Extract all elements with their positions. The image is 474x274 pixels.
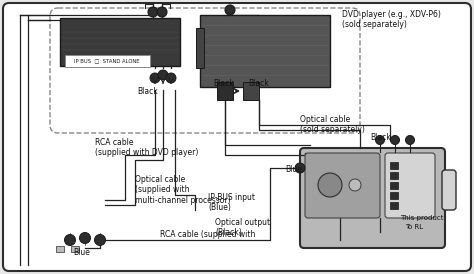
Circle shape: [80, 233, 91, 244]
Bar: [196, 28, 204, 68]
Circle shape: [318, 173, 342, 197]
Bar: [390, 182, 398, 189]
Bar: [60, 18, 180, 66]
Bar: [71, 246, 79, 252]
Text: Optical cable
(supplied with
multi-channel processor): Optical cable (supplied with multi-chann…: [135, 175, 231, 205]
Circle shape: [148, 7, 158, 17]
Bar: [390, 192, 398, 199]
Bar: [65, 55, 150, 67]
Circle shape: [405, 136, 414, 144]
Bar: [217, 82, 233, 100]
Text: Black: Black: [137, 87, 158, 96]
FancyBboxPatch shape: [50, 8, 360, 133]
Text: This product: This product: [400, 215, 444, 221]
Bar: [390, 162, 398, 169]
Text: IP-BUS input
(Blue): IP-BUS input (Blue): [208, 193, 255, 212]
Text: Black: Black: [248, 79, 269, 88]
Text: Black: Black: [370, 133, 391, 142]
FancyBboxPatch shape: [3, 3, 471, 271]
Text: Optical output
(Black): Optical output (Black): [215, 218, 270, 237]
Circle shape: [375, 136, 384, 144]
Text: IP BUS  □  STAND ALONE: IP BUS □ STAND ALONE: [74, 59, 140, 64]
FancyBboxPatch shape: [385, 153, 435, 218]
Text: RCA cable
(supplied with DVD player): RCA cable (supplied with DVD player): [95, 138, 199, 157]
Text: Black: Black: [213, 79, 234, 88]
Circle shape: [150, 73, 160, 83]
Bar: [390, 202, 398, 209]
Bar: [56, 246, 64, 252]
Circle shape: [157, 7, 167, 17]
Circle shape: [94, 235, 106, 246]
Circle shape: [349, 179, 361, 191]
FancyBboxPatch shape: [305, 153, 380, 218]
Circle shape: [158, 70, 168, 80]
Circle shape: [64, 235, 75, 246]
Circle shape: [166, 73, 176, 83]
Bar: [243, 82, 259, 100]
Text: Optical cable
(sold separately): Optical cable (sold separately): [300, 115, 365, 135]
Circle shape: [295, 163, 305, 173]
Bar: [200, 15, 330, 87]
Text: To RL: To RL: [405, 224, 423, 230]
FancyBboxPatch shape: [300, 148, 445, 248]
Text: RCA cable (supplied with: RCA cable (supplied with: [160, 230, 255, 239]
Bar: [390, 172, 398, 179]
FancyBboxPatch shape: [442, 170, 456, 210]
Circle shape: [225, 5, 235, 15]
Text: Blue: Blue: [73, 248, 91, 257]
Circle shape: [391, 136, 400, 144]
Text: Blue: Blue: [285, 165, 302, 174]
Text: DVD player (e.g., XDV-P6)
(sold separately): DVD player (e.g., XDV-P6) (sold separate…: [342, 10, 441, 29]
